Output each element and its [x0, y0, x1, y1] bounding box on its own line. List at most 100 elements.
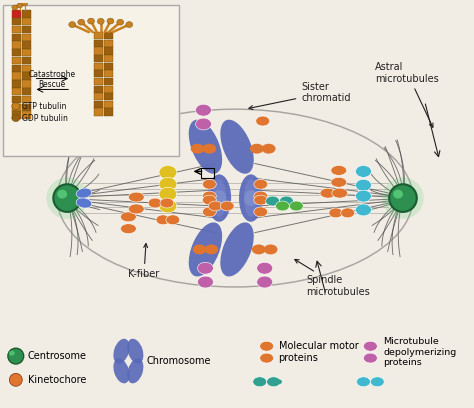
Bar	[94, 47, 103, 55]
Text: Chromosome: Chromosome	[146, 356, 210, 366]
Ellipse shape	[202, 207, 216, 217]
Bar	[104, 101, 113, 108]
Bar	[94, 70, 103, 78]
Bar	[12, 18, 21, 25]
Text: Spindle
microtubules: Spindle microtubules	[295, 259, 370, 297]
Ellipse shape	[54, 184, 81, 212]
Ellipse shape	[290, 201, 303, 211]
Bar	[104, 55, 113, 62]
Ellipse shape	[117, 19, 124, 25]
Ellipse shape	[280, 196, 293, 206]
Ellipse shape	[127, 359, 144, 384]
Ellipse shape	[159, 199, 177, 213]
Bar	[12, 96, 21, 103]
Bar	[201, 169, 214, 178]
Ellipse shape	[208, 174, 231, 222]
Ellipse shape	[244, 190, 258, 206]
Ellipse shape	[220, 222, 254, 277]
Bar	[104, 32, 113, 39]
Ellipse shape	[160, 198, 174, 208]
Ellipse shape	[12, 115, 20, 122]
Ellipse shape	[252, 244, 266, 254]
Ellipse shape	[120, 224, 137, 234]
Bar	[22, 88, 31, 95]
Bar	[104, 70, 113, 78]
Text: Kinetochore: Kinetochore	[27, 375, 86, 385]
Ellipse shape	[159, 187, 177, 201]
Ellipse shape	[266, 196, 280, 206]
Ellipse shape	[9, 373, 22, 386]
Ellipse shape	[254, 207, 268, 217]
Ellipse shape	[320, 188, 336, 198]
Bar	[22, 49, 31, 56]
Bar	[94, 101, 103, 108]
Bar	[22, 96, 31, 103]
Ellipse shape	[260, 353, 273, 363]
Bar	[12, 73, 21, 80]
Ellipse shape	[107, 18, 114, 24]
Bar	[94, 86, 103, 93]
Text: Molecular motor
proteins: Molecular motor proteins	[279, 341, 358, 363]
Ellipse shape	[202, 144, 216, 154]
Ellipse shape	[331, 166, 346, 175]
Bar	[12, 26, 21, 33]
Bar	[104, 93, 113, 100]
Bar	[94, 93, 103, 100]
Ellipse shape	[189, 120, 222, 174]
Ellipse shape	[46, 177, 88, 219]
Ellipse shape	[356, 190, 371, 202]
Ellipse shape	[97, 18, 104, 24]
Bar	[12, 88, 21, 95]
Ellipse shape	[156, 215, 170, 225]
Ellipse shape	[254, 195, 268, 205]
Ellipse shape	[12, 5, 18, 10]
Bar	[104, 78, 113, 85]
Ellipse shape	[264, 244, 278, 254]
Ellipse shape	[192, 244, 206, 254]
Ellipse shape	[220, 120, 254, 174]
Ellipse shape	[120, 212, 137, 222]
Ellipse shape	[148, 198, 162, 208]
Ellipse shape	[196, 118, 211, 130]
Ellipse shape	[198, 262, 213, 274]
Bar	[104, 109, 113, 115]
Bar	[22, 11, 31, 18]
Bar	[12, 111, 21, 119]
Bar	[12, 34, 21, 41]
Ellipse shape	[196, 104, 211, 116]
Ellipse shape	[8, 348, 24, 364]
Text: GDP tubulin: GDP tubulin	[22, 113, 68, 122]
Bar	[94, 109, 103, 115]
Ellipse shape	[212, 190, 226, 206]
Text: GTP tubulin: GTP tubulin	[22, 102, 66, 111]
Bar	[22, 73, 31, 80]
Bar	[22, 65, 31, 72]
Ellipse shape	[256, 116, 270, 126]
Bar	[12, 65, 21, 72]
Ellipse shape	[254, 179, 268, 189]
Ellipse shape	[341, 208, 355, 218]
Ellipse shape	[12, 103, 20, 110]
Bar	[94, 40, 103, 47]
Ellipse shape	[69, 22, 76, 28]
Text: K-fiber: K-fiber	[128, 244, 160, 279]
Bar	[22, 42, 31, 49]
Ellipse shape	[88, 18, 94, 24]
Ellipse shape	[329, 208, 343, 218]
Ellipse shape	[364, 353, 377, 363]
Text: Catastrophe: Catastrophe	[29, 70, 76, 79]
Bar	[22, 111, 31, 119]
Ellipse shape	[76, 198, 92, 208]
Ellipse shape	[78, 19, 85, 25]
Ellipse shape	[331, 177, 346, 187]
Ellipse shape	[209, 201, 222, 211]
Ellipse shape	[262, 144, 275, 154]
Ellipse shape	[382, 177, 424, 219]
Ellipse shape	[189, 222, 222, 277]
Bar	[94, 63, 103, 70]
Ellipse shape	[57, 190, 67, 199]
Bar	[12, 11, 21, 18]
Text: Centrosome: Centrosome	[27, 351, 87, 361]
Bar	[22, 34, 31, 41]
Bar	[12, 80, 21, 88]
